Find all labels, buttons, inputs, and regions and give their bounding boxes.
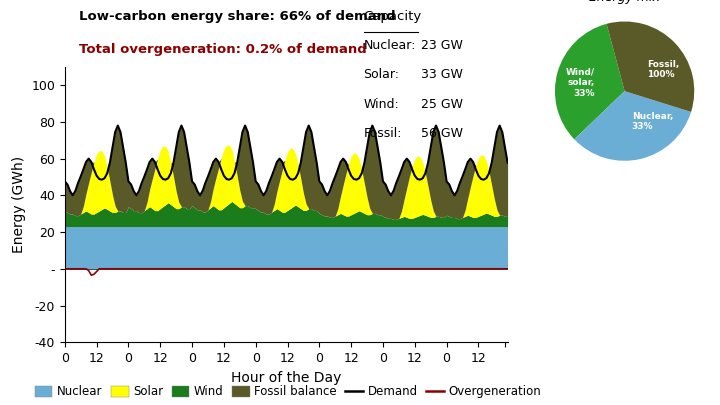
- Text: Total overgeneration: 0.2% of demand: Total overgeneration: 0.2% of demand: [79, 43, 367, 55]
- Text: Nuclear,
33%: Nuclear, 33%: [631, 112, 673, 131]
- Wedge shape: [606, 21, 694, 112]
- Y-axis label: Energy (GWh): Energy (GWh): [12, 156, 26, 253]
- Legend: Nuclear, Solar, Wind, Fossil balance, Demand, Overgeneration: Nuclear, Solar, Wind, Fossil balance, De…: [30, 381, 546, 403]
- Text: 33 GW: 33 GW: [421, 68, 463, 81]
- Text: Fossil:: Fossil:: [364, 127, 402, 140]
- Text: 23 GW: 23 GW: [421, 39, 463, 52]
- X-axis label: Hour of the Day: Hour of the Day: [231, 371, 341, 384]
- Text: Nuclear:: Nuclear:: [364, 39, 416, 52]
- Text: Low-carbon energy share: 66% of demand: Low-carbon energy share: 66% of demand: [79, 10, 396, 23]
- Wedge shape: [555, 24, 624, 139]
- Text: Wind:: Wind:: [364, 98, 400, 111]
- Title: Energy mix: Energy mix: [589, 0, 660, 4]
- Text: Capacity: Capacity: [364, 10, 422, 23]
- Wedge shape: [575, 91, 691, 161]
- Text: 56 GW: 56 GW: [421, 127, 463, 140]
- Text: 25 GW: 25 GW: [421, 98, 463, 111]
- Text: Wind/
solar,
33%: Wind/ solar, 33%: [565, 68, 595, 98]
- Text: Fossil,
100%: Fossil, 100%: [647, 60, 680, 79]
- Text: Solar:: Solar:: [364, 68, 400, 81]
